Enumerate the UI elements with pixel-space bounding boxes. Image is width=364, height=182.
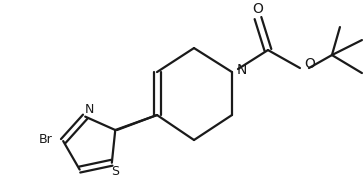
Text: S: S xyxy=(111,165,119,178)
Text: O: O xyxy=(305,57,315,71)
Text: Br: Br xyxy=(38,133,52,146)
Text: N: N xyxy=(237,63,247,77)
Text: O: O xyxy=(253,2,264,16)
Text: N: N xyxy=(84,103,94,116)
